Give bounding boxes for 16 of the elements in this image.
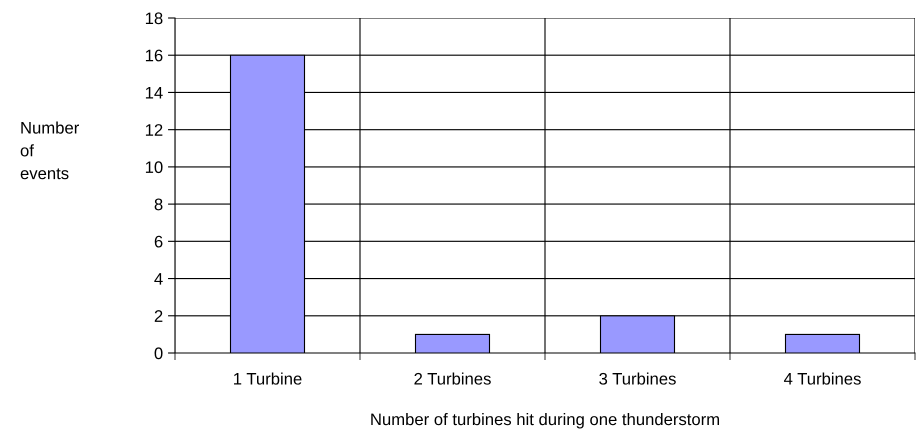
y-axis-title: Number of events [20, 121, 79, 180]
y-tick-label: 18 [146, 12, 162, 24]
x-tick-label: 1 Turbine [234, 372, 302, 385]
x-tick-label: 2 Turbines [414, 372, 491, 385]
x-tick-label: 3 Turbines [599, 372, 676, 385]
y-tick-label: 8 [154, 198, 162, 210]
y-tick-label: 10 [146, 161, 163, 174]
y-tick-label: 2 [154, 310, 162, 322]
y-tick-label: 6 [154, 236, 162, 248]
y-tick-label: 12 [146, 124, 162, 136]
y-tick-label: 4 [154, 273, 163, 285]
y-tick-label: 14 [146, 87, 163, 98]
y-tick-label: 0 [154, 347, 163, 360]
x-axis-title: Number of turbines hit during one thunderstorm [371, 412, 720, 429]
y-tick-label: 16 [146, 50, 162, 62]
x-tick-label: 4 Turbines [784, 372, 861, 385]
